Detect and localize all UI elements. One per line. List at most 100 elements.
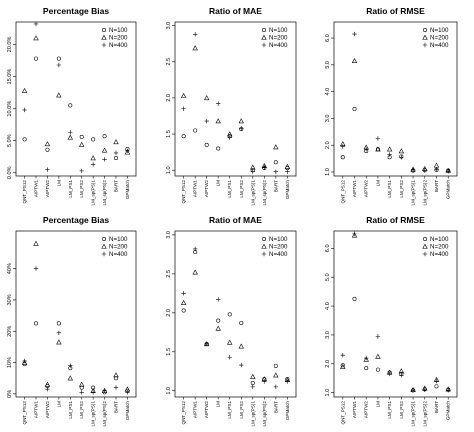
category-label: BART <box>434 401 439 413</box>
category-label: AIPTW1 <box>352 180 357 198</box>
y-tick-label: 5.0% <box>7 134 13 147</box>
legend-label: N=400 <box>109 251 128 258</box>
data-point <box>22 107 27 113</box>
panel-title: Percentage Bias <box>43 6 109 16</box>
category-label: AIPTW1 <box>34 401 39 419</box>
category-label: LM_sp(PS)1 <box>91 180 96 206</box>
data-point <box>33 240 39 246</box>
panel-6: Ratio of RMSE 1.0 2.0 3.0 4.0 5.0 6.0 QNT_PS12 A… <box>325 215 458 427</box>
data-point <box>193 128 198 133</box>
category-label: BART <box>114 401 119 413</box>
category-label: AIPTW1 <box>193 401 198 419</box>
data-point <box>273 384 279 390</box>
data-point <box>124 149 131 155</box>
data-point <box>340 363 345 368</box>
y-tick-label: 1.0 <box>166 387 172 395</box>
category-label: QNT_PS12 <box>181 401 186 425</box>
category-label: LM_PS2 <box>79 401 84 419</box>
panel-title: Ratio of RMSE <box>366 215 425 225</box>
data-point <box>239 320 244 325</box>
data-point <box>33 321 38 326</box>
y-tick-label: 2.0 <box>325 360 331 368</box>
y-tick-label: 5.0 <box>325 61 331 69</box>
category-label: AIPTW1 <box>34 180 39 198</box>
data-point <box>273 144 279 150</box>
data-point <box>273 363 278 368</box>
data-point <box>250 380 255 385</box>
panel-title: Ratio of MAE <box>209 215 262 225</box>
data-point <box>216 318 221 323</box>
y-tick-label: 10.0% <box>7 101 13 117</box>
legend-marker <box>261 237 266 242</box>
data-point <box>238 343 244 349</box>
legend-marker <box>422 237 427 242</box>
category-label: LM <box>375 401 380 408</box>
category-label: LM_PS1 <box>387 180 392 198</box>
data-point <box>250 169 255 174</box>
data-point <box>181 106 186 111</box>
data-point <box>90 390 96 395</box>
data-point <box>352 231 357 237</box>
data-point <box>352 296 357 301</box>
y-tick-label: 2.5 <box>166 58 172 66</box>
data-point <box>216 101 221 106</box>
category-label: LM_sp(PS)2 <box>422 180 427 206</box>
data-point <box>192 45 198 51</box>
y-tick-label: 20.0% <box>7 37 13 53</box>
legend-label: N=400 <box>269 42 288 49</box>
legend-label: N=200 <box>109 35 128 42</box>
legend-label: N=200 <box>269 35 288 42</box>
data-point <box>113 139 119 145</box>
data-point <box>79 168 84 174</box>
legend-marker <box>261 251 267 257</box>
legend-label: N=200 <box>269 244 288 251</box>
category-label: AIPTW2 <box>204 180 209 198</box>
plot-frame <box>333 230 458 398</box>
legend-marker <box>101 42 107 48</box>
category-label: LM_PS1 <box>68 401 73 419</box>
y-tick-label: 3.0 <box>325 331 331 339</box>
data-point <box>238 118 244 124</box>
category-label: LM <box>216 401 221 408</box>
category-label: BART <box>273 401 278 413</box>
category-label: AIPTW2 <box>45 180 50 198</box>
data-point <box>285 169 290 174</box>
data-point <box>386 146 393 152</box>
data-point <box>227 312 232 317</box>
data-point <box>204 142 209 147</box>
legend-label: N=100 <box>269 236 288 243</box>
data-point <box>102 134 107 139</box>
data-point <box>239 362 244 368</box>
plot-frame <box>15 230 137 398</box>
y-tick-label: 3.0 <box>325 115 331 123</box>
category-label: LM_sp(PS)2 <box>102 401 107 427</box>
legend-label: N=100 <box>109 236 128 243</box>
data-point <box>433 162 440 168</box>
data-point <box>79 385 84 390</box>
data-point <box>56 330 62 335</box>
category-label: BART <box>434 180 439 192</box>
data-point <box>102 388 107 393</box>
data-point <box>375 367 380 372</box>
category-label: BART <box>273 180 278 192</box>
data-point <box>21 359 28 365</box>
data-point <box>239 126 244 131</box>
plot-frame <box>174 21 297 177</box>
category-label: QNT_PS12 <box>340 180 345 204</box>
data-point <box>68 130 73 135</box>
data-point <box>375 334 381 339</box>
data-point <box>227 355 232 360</box>
data-point <box>227 339 233 345</box>
panel-1: Percentage Bias 0.0% 5.0% 10.0% 15.0% 20.0% QN… <box>7 6 137 206</box>
data-point <box>422 168 427 173</box>
data-point <box>181 308 186 313</box>
category-label: GPMatch <box>285 401 290 421</box>
legend-label: N=100 <box>269 27 288 34</box>
data-point <box>67 134 73 140</box>
category-label: QNT_PS12 <box>22 401 27 425</box>
legend-label: N=400 <box>430 42 449 49</box>
data-point <box>215 118 221 124</box>
data-point <box>68 363 73 368</box>
category-label: BART <box>114 180 119 192</box>
